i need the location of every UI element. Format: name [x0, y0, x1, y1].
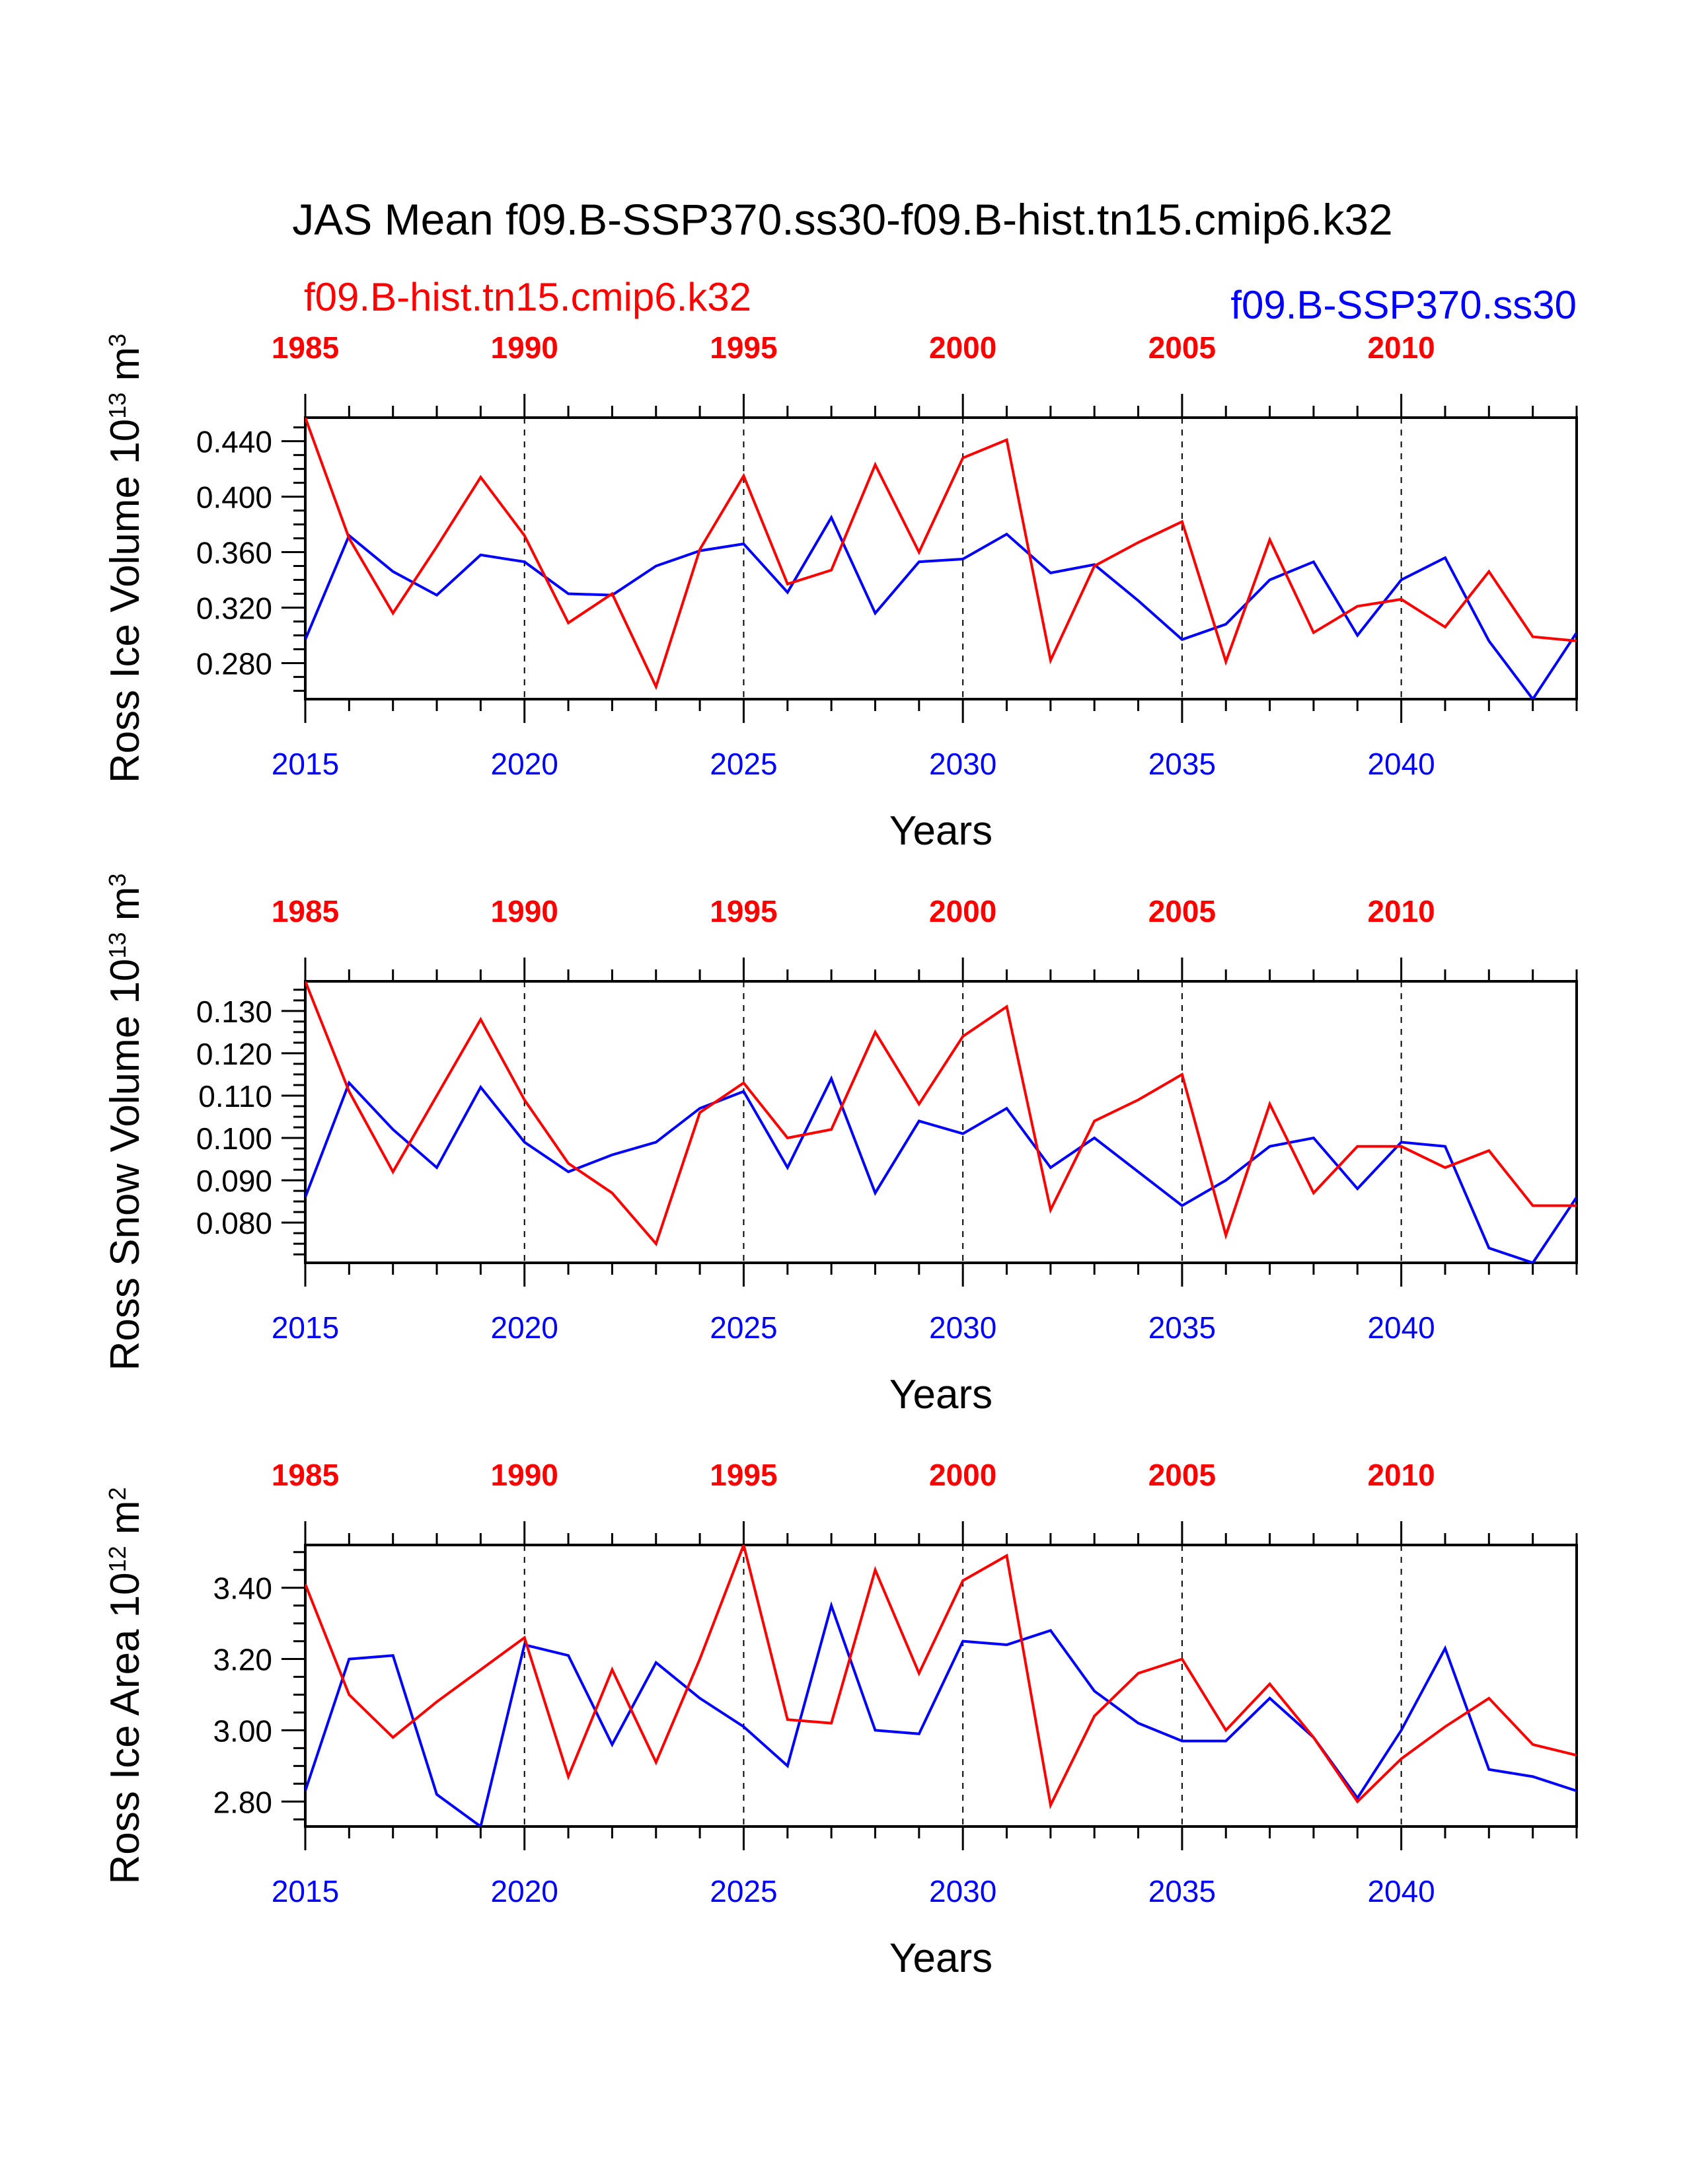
- series-line-ssp: [305, 514, 1577, 699]
- x-tick-label-top: 1995: [710, 330, 777, 365]
- y-axis-title: Ross Ice Area 1012 m2: [102, 1487, 148, 1884]
- plot-frame: [304, 1544, 1578, 1828]
- x-tick-label-bottom: 2040: [1367, 747, 1435, 781]
- y-tick-label: 3.20: [213, 1643, 272, 1677]
- x-tick-label-bottom: 2035: [1148, 747, 1216, 781]
- chart-panel-1: 0.280 0.320 0.360 0.400 0.440 2015 2020 2025 203…: [102, 330, 1578, 854]
- y-tick-label: 0.360: [196, 536, 272, 570]
- chart-panel-3: 2.80 3.00 3.20 3.40 2015 2020 2025 2030 2035 2040…: [102, 1458, 1578, 1981]
- x-tick-label-bottom: 2020: [491, 747, 558, 781]
- y-axis-title-superscript: 2: [104, 1487, 131, 1500]
- y-tick-label: 0.320: [196, 591, 272, 625]
- y-tick-label: 0.090: [196, 1164, 272, 1198]
- y-tick-label: 0.130: [196, 995, 272, 1029]
- y-tick-label: 0.120: [196, 1037, 272, 1071]
- y-axis-title-part: Ross Snow Volume 10: [102, 959, 148, 1371]
- y-tick-label: 0.080: [196, 1206, 272, 1240]
- plot-frame: [304, 416, 1578, 700]
- x-tick-label-bottom: 2030: [929, 747, 996, 781]
- y-tick-label: 0.440: [196, 425, 272, 459]
- y-axis-title-superscript: 3: [104, 334, 131, 347]
- x-tick-label-top: 1990: [491, 330, 558, 365]
- series-line-ssp: [305, 1600, 1577, 1826]
- x-axis-title: Years: [889, 808, 992, 854]
- legend-ssp-label: f09.B-SSP370.ss30: [1230, 283, 1577, 327]
- series-line-hist: [305, 1545, 1577, 1809]
- x-tick-label-top: 1995: [710, 1458, 777, 1492]
- x-tick-label-bottom: 2020: [491, 1874, 558, 1908]
- y-axis-title: Ross Ice Volume 1013 m3: [102, 334, 148, 783]
- x-tick-label-top: 1985: [272, 1458, 339, 1492]
- x-tick-label-bottom: 2030: [929, 1310, 996, 1345]
- x-tick-label-bottom: 2015: [272, 1874, 339, 1908]
- chart-panel-2: 0.080 0.090 0.100 0.110 0.120 0.130 2015 2020 20…: [102, 874, 1578, 1417]
- x-tick-label-top: 2005: [1148, 894, 1216, 928]
- y-axis-title-superscript: 12: [104, 1546, 131, 1572]
- y-axis-title-superscript: 3: [104, 874, 131, 887]
- x-tick-label-top: 2000: [929, 1458, 996, 1492]
- y-axis-title-part: m: [102, 1500, 148, 1546]
- x-tick-label-top: 1995: [710, 894, 777, 928]
- x-tick-label-top: 2010: [1367, 330, 1435, 365]
- x-tick-label-top: 2005: [1148, 330, 1216, 365]
- x-tick-label-bottom: 2025: [710, 747, 777, 781]
- y-tick-label: 0.100: [196, 1121, 272, 1156]
- x-tick-label-top: 2010: [1367, 1458, 1435, 1492]
- x-tick-label-top: 2000: [929, 894, 996, 928]
- x-axis-title: Years: [889, 1936, 992, 1981]
- y-axis-title-superscript: 13: [104, 932, 131, 959]
- x-tick-label-bottom: 2035: [1148, 1874, 1216, 1908]
- y-axis-title-part: Ross Ice Volume 10: [102, 419, 148, 783]
- x-axis-title: Years: [889, 1372, 992, 1417]
- x-tick-label-bottom: 2030: [929, 1874, 996, 1908]
- x-tick-label-bottom: 2025: [710, 1874, 777, 1908]
- x-tick-label-bottom: 2040: [1367, 1874, 1435, 1908]
- x-tick-label-top: 2010: [1367, 894, 1435, 928]
- y-tick-label: 3.40: [213, 1571, 272, 1606]
- legend-hist-label: f09.B-hist.tn15.cmip6.k32: [304, 275, 751, 319]
- series-line-hist: [305, 418, 1577, 691]
- series-line-hist: [305, 981, 1577, 1247]
- y-axis-title-part: m: [102, 347, 148, 393]
- x-tick-label-top: 1990: [491, 894, 558, 928]
- x-tick-label-bottom: 2040: [1367, 1310, 1435, 1345]
- y-axis-title-part: m: [102, 887, 148, 932]
- x-tick-label-top: 2000: [929, 330, 996, 365]
- y-tick-label: 0.280: [196, 646, 272, 681]
- y-tick-label: 0.110: [198, 1079, 272, 1113]
- x-tick-label-bottom: 2015: [272, 747, 339, 781]
- series-line-ssp: [305, 1075, 1577, 1263]
- x-tick-label-top: 2005: [1148, 1458, 1216, 1492]
- y-tick-label: 3.00: [213, 1713, 272, 1748]
- x-tick-label-bottom: 2015: [272, 1310, 339, 1345]
- y-axis-title: Ross Snow Volume 1013 m3: [102, 874, 148, 1371]
- x-tick-label-top: 1985: [272, 330, 339, 365]
- x-tick-label-top: 1985: [272, 894, 339, 928]
- x-tick-label-top: 1990: [491, 1458, 558, 1492]
- y-tick-label: 2.80: [213, 1785, 272, 1819]
- y-axis-title-part: Ross Ice Area 10: [102, 1572, 148, 1884]
- x-tick-label-bottom: 2025: [710, 1310, 777, 1345]
- y-axis-title-superscript: 13: [104, 393, 131, 419]
- x-tick-label-bottom: 2020: [491, 1310, 558, 1345]
- plot-frame: [304, 980, 1578, 1264]
- y-tick-label: 0.400: [196, 480, 272, 515]
- figure-title: JAS Mean f09.B-SSP370.ss30-f09.B-hist.tn…: [292, 195, 1393, 244]
- x-tick-label-bottom: 2035: [1148, 1310, 1216, 1345]
